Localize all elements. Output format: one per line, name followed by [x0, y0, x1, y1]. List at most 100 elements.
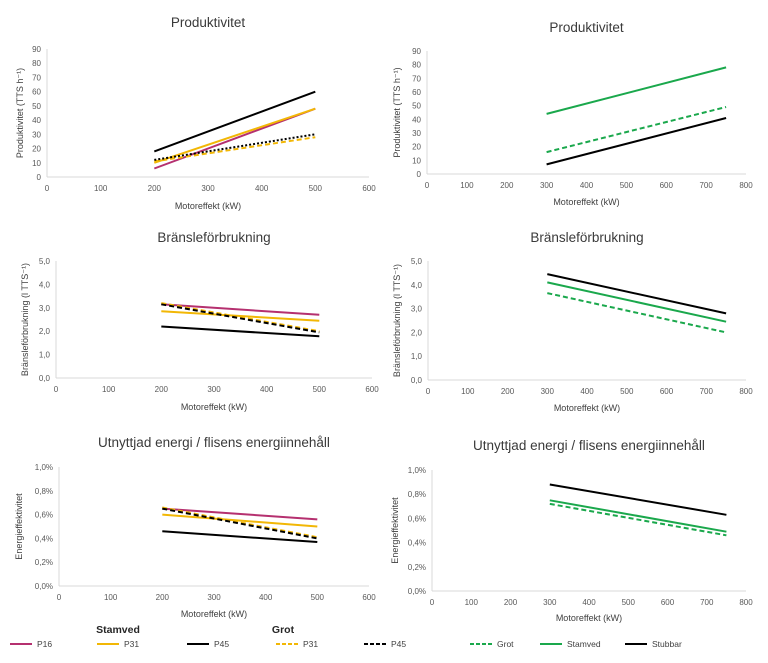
- x-tick-label: 200: [155, 385, 169, 394]
- chart-title: Utnyttjad energi / flisens energiinnehål…: [473, 438, 705, 453]
- x-tick-label: 0: [57, 593, 62, 602]
- series-line-stubbar: [547, 273, 727, 315]
- series-line-stamved-p31: [153, 107, 316, 164]
- legend-group-stamved: Stamved: [96, 624, 140, 636]
- x-tick-label: 800: [739, 387, 753, 396]
- y-tick-label: 50: [412, 102, 421, 111]
- legend-label-p31: P31: [303, 639, 318, 649]
- x-tick-label: 600: [362, 593, 376, 602]
- x-tick-label: 400: [255, 184, 269, 193]
- chart-energi-right: Utnyttjad energi / flisens energiinnehål…: [390, 438, 753, 623]
- series-line-stubbar: [546, 117, 727, 166]
- x-tick-label: 200: [500, 181, 514, 190]
- y-tick-label: 0,0: [39, 374, 51, 383]
- x-tick-label: 100: [461, 387, 475, 396]
- y-tick-label: 2,0: [39, 327, 51, 336]
- legend-left: Stamved Grot P16 P31 P45 P31 P45: [10, 624, 406, 649]
- y-axis-label: Bränsleförbrukning (l TTS⁻¹): [392, 264, 402, 377]
- series-line-grot-p45: [161, 303, 320, 334]
- x-tick-label: 200: [156, 593, 170, 602]
- chart-bransleforbrukning-left: Bränsleförbrukning 0 100 200 300 400 500 600 0,0…: [20, 230, 379, 412]
- y-axis-label: Energieffektivitet: [390, 497, 400, 564]
- y-tick-label: 40: [412, 115, 421, 124]
- series-line-stubbar: [549, 483, 727, 516]
- x-axis-label: Motoreffekt (kW): [553, 197, 619, 207]
- y-tick-label: 70: [32, 73, 41, 82]
- y-axis-label: Energieffektivitet: [14, 493, 24, 560]
- x-tick-label: 200: [148, 184, 162, 193]
- y-axis-label: Produktivitet (TTS h⁻¹): [15, 68, 25, 158]
- x-tick-label: 600: [362, 184, 376, 193]
- x-tick-label: 100: [104, 593, 118, 602]
- series-line-stamved-p16: [162, 507, 318, 521]
- x-tick-label: 300: [201, 184, 215, 193]
- x-tick-label: 0: [426, 387, 431, 396]
- legend-label-grot: Grot: [497, 639, 514, 649]
- x-tick-label: 500: [311, 593, 325, 602]
- x-tick-label: 200: [501, 387, 515, 396]
- x-tick-label: 100: [94, 184, 108, 193]
- y-tick-label: 3,0: [39, 304, 51, 313]
- y-tick-label: 5,0: [39, 257, 51, 266]
- x-tick-label: 400: [580, 387, 594, 396]
- y-tick-label: 4,0: [411, 281, 423, 290]
- chart-produktivitet-left: Produktivitet 0 100 200 300 400 500 600 0 10 20 30 4…: [15, 15, 376, 211]
- y-tick-label: 0,0: [411, 376, 423, 385]
- y-tick-label: 2,0: [411, 328, 423, 337]
- x-tick-label: 600: [660, 181, 674, 190]
- y-tick-label: 0: [417, 170, 422, 179]
- legend-label-p31: P31: [124, 639, 139, 649]
- y-tick-label: 10: [32, 159, 41, 168]
- x-tick-label: 700: [700, 387, 714, 396]
- chart-title: Produktivitet: [171, 15, 246, 30]
- y-axis-label: Produktivitet (TTS h⁻¹): [392, 67, 402, 157]
- chart-energi-left: Utnyttjad energi / flisens energiinnehål…: [14, 435, 376, 619]
- y-tick-label: 1,0: [411, 352, 423, 361]
- y-tick-label: 30: [32, 130, 41, 139]
- chart-title: Produktivitet: [549, 20, 624, 35]
- y-tick-label: 80: [412, 61, 421, 70]
- x-tick-label: 500: [622, 598, 636, 607]
- x-tick-label: 300: [543, 598, 557, 607]
- series-line-grot: [547, 292, 727, 334]
- series-line-stamved: [547, 281, 727, 323]
- series-line-grot-p31: [154, 136, 316, 163]
- x-tick-label: 100: [465, 598, 479, 607]
- x-tick-label: 100: [102, 385, 116, 394]
- series-line-stamved-p31: [162, 513, 318, 528]
- chart-title: Bränsleförbrukning: [157, 230, 270, 245]
- x-tick-label: 0: [45, 184, 50, 193]
- y-tick-label: 70: [412, 74, 421, 83]
- y-tick-label: 1,0: [39, 351, 51, 360]
- series-line-stamved: [546, 66, 727, 115]
- y-tick-label: 0,0%: [408, 587, 426, 596]
- x-tick-label: 200: [504, 598, 518, 607]
- x-tick-label: 500: [620, 387, 634, 396]
- y-tick-label: 0,6%: [408, 514, 426, 523]
- x-tick-label: 300: [540, 181, 554, 190]
- x-tick-label: 600: [660, 387, 674, 396]
- y-axis-label: Bränsleförbrukning (l TTS⁻¹): [20, 263, 30, 376]
- chart-produktivitet-right: Produktivitet 0 100 200 300 400 500 600 700 800 0 1…: [392, 20, 753, 207]
- x-tick-label: 0: [430, 598, 435, 607]
- y-tick-label: 0,0%: [35, 582, 53, 591]
- x-tick-label: 700: [699, 181, 713, 190]
- y-tick-label: 0,8%: [408, 490, 426, 499]
- chart-title: Bränsleförbrukning: [530, 230, 643, 245]
- series-line-stamved-p45: [153, 90, 316, 153]
- chart-bransleforbrukning-right: Bränsleförbrukning 0 100 200 300 400 500 600 700…: [392, 230, 753, 413]
- y-tick-label: 1,0%: [35, 463, 53, 472]
- y-tick-label: 1,0%: [408, 466, 426, 475]
- x-tick-label: 700: [700, 598, 714, 607]
- x-axis-label: Motoreffekt (kW): [556, 613, 622, 623]
- legend-label-stubbar: Stubbar: [652, 639, 682, 649]
- x-tick-label: 300: [207, 593, 221, 602]
- series-line-stamved-p45: [161, 325, 320, 338]
- series-line-grot: [546, 106, 727, 154]
- x-tick-label: 0: [425, 181, 430, 190]
- x-tick-label: 300: [207, 385, 221, 394]
- y-tick-label: 0,2%: [408, 563, 426, 572]
- x-tick-label: 0: [54, 385, 59, 394]
- legend-label-p45: P45: [391, 639, 406, 649]
